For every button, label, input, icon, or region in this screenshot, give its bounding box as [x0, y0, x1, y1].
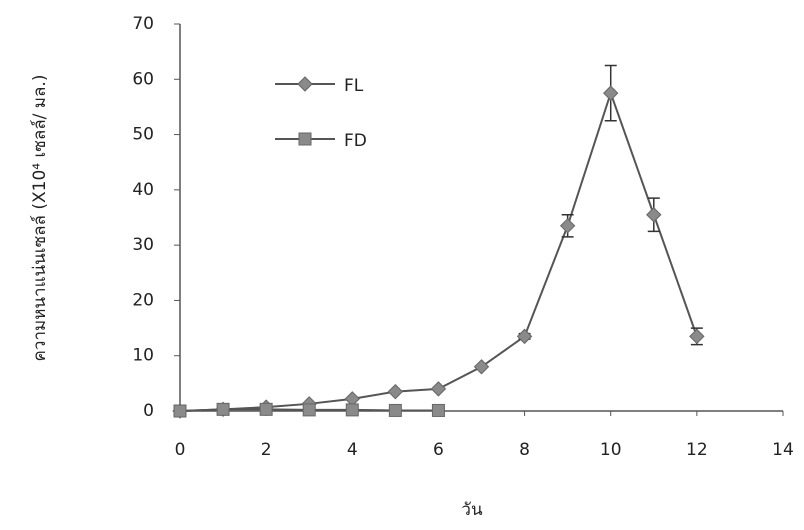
data-point [259, 402, 273, 416]
data-point [559, 218, 576, 234]
x-tick-label: 4 [347, 440, 358, 460]
data-point [387, 383, 404, 400]
y-axis-label: ความหนาแน่นเซลล์ (X10⁴ เซลล์/ มล.) [30, 75, 50, 362]
data-point [430, 381, 447, 397]
x-tick-label: 10 [600, 440, 622, 460]
y-tick-label: 70 [132, 14, 154, 34]
x-axis-label: วัน [461, 500, 483, 520]
data-point [216, 402, 230, 416]
data-point [173, 404, 187, 418]
data-point [302, 403, 316, 417]
data-point [431, 403, 445, 417]
legend-label: FL [344, 76, 364, 96]
x-tick-label: 6 [433, 440, 444, 460]
x-tick-label: 2 [261, 440, 272, 460]
data-point [646, 207, 662, 223]
data-point [473, 359, 490, 375]
y-tick-label: 0 [143, 401, 154, 421]
legend-label: FD [344, 131, 367, 151]
x-tick-label: 12 [686, 440, 708, 460]
x-tick-label: 0 [175, 440, 186, 460]
data-point [516, 328, 533, 345]
y-tick-label: 50 [132, 125, 154, 145]
legend-marker [298, 132, 312, 146]
y-tick-label: 40 [132, 180, 154, 200]
x-tick-label: 14 [772, 440, 794, 460]
legend-marker [297, 76, 313, 92]
y-tick-label: 20 [132, 290, 154, 310]
x-tick-label: 8 [519, 440, 530, 460]
y-tick-label: 60 [132, 69, 154, 89]
y-tick-label: 30 [132, 235, 154, 255]
data-point [603, 85, 619, 101]
y-tick-label: 10 [132, 346, 154, 366]
data-point [689, 328, 705, 345]
data-point [388, 403, 402, 417]
data-point [345, 403, 359, 417]
series-line [179, 89, 698, 412]
